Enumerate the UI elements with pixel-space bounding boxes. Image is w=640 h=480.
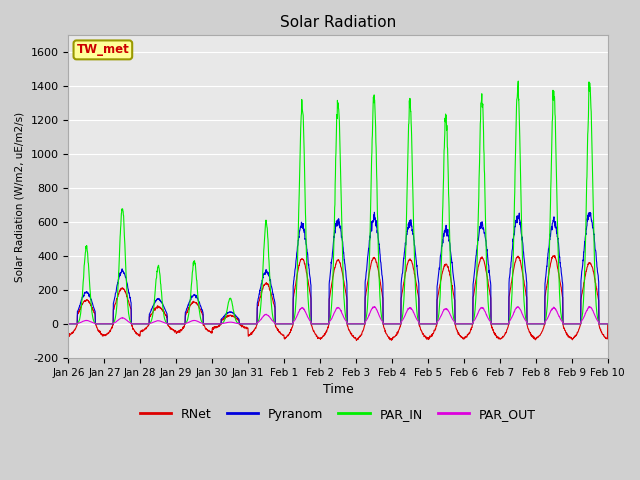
RNet xyxy=(557,281,564,287)
Y-axis label: Solar Radiation (W/m2, uE/m2/s): Solar Radiation (W/m2, uE/m2/s) xyxy=(15,111,25,282)
Pyranom xyxy=(215,321,223,327)
Pyranom xyxy=(495,321,502,327)
X-axis label: Time: Time xyxy=(323,383,353,396)
RNet xyxy=(353,337,360,343)
PAR_IN xyxy=(353,321,361,327)
PAR_IN xyxy=(604,321,612,327)
PAR_OUT xyxy=(215,321,223,327)
PAR_OUT xyxy=(571,321,579,327)
RNet xyxy=(551,252,559,258)
Pyranom xyxy=(604,321,612,327)
RNet xyxy=(495,336,502,342)
PAR_OUT xyxy=(365,312,373,318)
PAR_OUT xyxy=(586,304,593,310)
RNet xyxy=(354,336,362,341)
PAR_IN xyxy=(515,78,522,84)
PAR_IN xyxy=(572,321,579,327)
RNet xyxy=(215,323,223,328)
PAR_IN xyxy=(556,302,564,308)
PAR_OUT xyxy=(495,321,502,327)
Pyranom xyxy=(572,321,579,327)
Pyranom xyxy=(65,321,72,327)
PAR_IN xyxy=(65,321,72,327)
Text: TW_met: TW_met xyxy=(77,43,129,56)
PAR_IN xyxy=(365,266,373,272)
RNet xyxy=(572,333,579,339)
Line: PAR_IN: PAR_IN xyxy=(68,81,608,324)
Pyranom xyxy=(365,241,373,247)
Line: RNet: RNet xyxy=(68,255,608,340)
PAR_IN xyxy=(495,321,502,327)
Pyranom xyxy=(556,260,564,265)
RNet xyxy=(604,321,612,327)
Pyranom xyxy=(371,209,378,215)
Line: Pyranom: Pyranom xyxy=(68,212,608,324)
PAR_IN xyxy=(215,321,223,327)
Pyranom xyxy=(353,321,361,327)
PAR_OUT xyxy=(353,321,361,327)
Legend: RNet, Pyranom, PAR_IN, PAR_OUT: RNet, Pyranom, PAR_IN, PAR_OUT xyxy=(135,403,541,426)
Title: Solar Radiation: Solar Radiation xyxy=(280,15,396,30)
PAR_OUT xyxy=(65,321,72,327)
PAR_OUT xyxy=(604,321,612,327)
RNet xyxy=(365,270,373,276)
Line: PAR_OUT: PAR_OUT xyxy=(68,307,608,324)
RNet xyxy=(65,333,72,339)
PAR_OUT xyxy=(556,315,564,321)
